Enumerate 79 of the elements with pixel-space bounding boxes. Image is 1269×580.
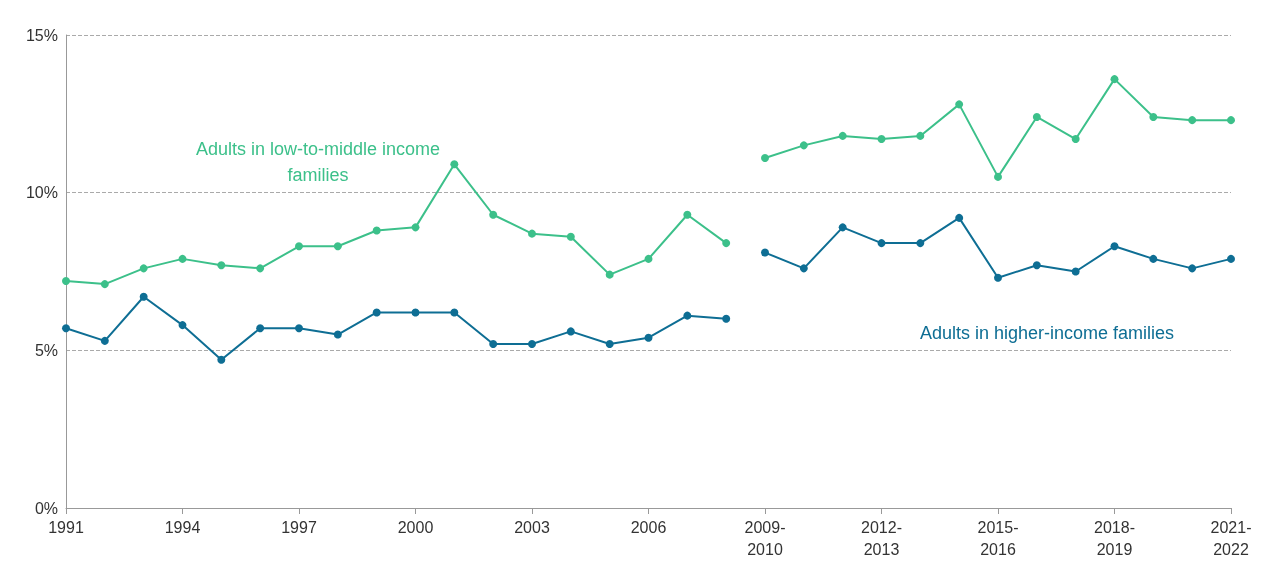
- point: [1188, 116, 1197, 125]
- x-tick-label: 2021-2022: [1210, 518, 1252, 558]
- point: [1149, 112, 1158, 121]
- point: [217, 355, 226, 364]
- point: [450, 308, 459, 317]
- point: [139, 264, 148, 273]
- y-tick-label: 10%: [25, 184, 58, 202]
- point: [683, 311, 692, 320]
- point: [916, 131, 925, 140]
- point: [489, 210, 498, 219]
- point: [1071, 135, 1080, 144]
- point: [372, 308, 381, 317]
- point: [100, 336, 109, 345]
- x-tick-label: 1997: [281, 518, 317, 536]
- point: [761, 248, 769, 257]
- point: [62, 324, 70, 333]
- x-tick-label: 1994: [164, 518, 201, 536]
- point: [1227, 116, 1235, 125]
- point: [916, 239, 925, 248]
- x-tick-label: 2003: [514, 518, 550, 536]
- point: [644, 333, 653, 342]
- point: [217, 261, 226, 270]
- point: [722, 239, 731, 248]
- point: [295, 242, 303, 251]
- x-tick-label: 2009-2010: [744, 518, 786, 558]
- point: [722, 314, 731, 323]
- x-tick-label: 1991: [48, 518, 84, 536]
- point: [139, 292, 148, 301]
- point: [1188, 264, 1197, 273]
- point: [994, 172, 1002, 181]
- point: [605, 340, 614, 349]
- point: [838, 131, 847, 140]
- point: [838, 223, 847, 232]
- x-tick-label: 2015-2016: [977, 518, 1019, 558]
- point: [489, 340, 498, 349]
- point: [333, 242, 342, 251]
- x-tick-label: 2012-2013: [861, 518, 902, 558]
- y-tick-label: 0%: [34, 499, 58, 517]
- point: [295, 324, 303, 333]
- point: [644, 254, 653, 263]
- point: [178, 321, 187, 330]
- point: [955, 213, 964, 222]
- point: [100, 280, 109, 289]
- point: [62, 276, 70, 285]
- point: [683, 210, 692, 219]
- point: [877, 239, 886, 248]
- y-tick-label: 15%: [25, 26, 58, 44]
- point: [450, 160, 459, 169]
- point: [1071, 267, 1080, 276]
- point: [256, 324, 265, 333]
- point: [256, 264, 265, 273]
- point: [605, 270, 614, 279]
- point: [1110, 242, 1119, 251]
- point: [955, 100, 964, 109]
- point: [528, 340, 536, 349]
- point: [877, 135, 886, 144]
- point: [1110, 75, 1119, 84]
- point: [178, 254, 187, 263]
- point: [372, 226, 381, 235]
- point: [411, 223, 420, 232]
- point: [566, 232, 575, 241]
- point: [799, 264, 808, 273]
- point: [1149, 254, 1158, 263]
- point: [1032, 261, 1041, 270]
- point: [799, 141, 808, 150]
- point: [411, 308, 420, 317]
- point: [761, 153, 769, 162]
- point: [528, 229, 536, 238]
- point: [566, 327, 575, 336]
- y-tick-label: 5%: [34, 341, 58, 359]
- x-tick-label: 2006: [630, 518, 667, 536]
- point: [333, 330, 342, 339]
- x-tick-label: 2000: [397, 518, 434, 536]
- point: [994, 273, 1002, 282]
- point: [1032, 112, 1041, 121]
- series-label: Adults in low-to-middle income families: [195, 139, 441, 185]
- point: [1227, 254, 1235, 263]
- text: Adults in higher-income families: [919, 323, 1175, 343]
- x-tick-label: 2018-2019: [1094, 518, 1135, 558]
